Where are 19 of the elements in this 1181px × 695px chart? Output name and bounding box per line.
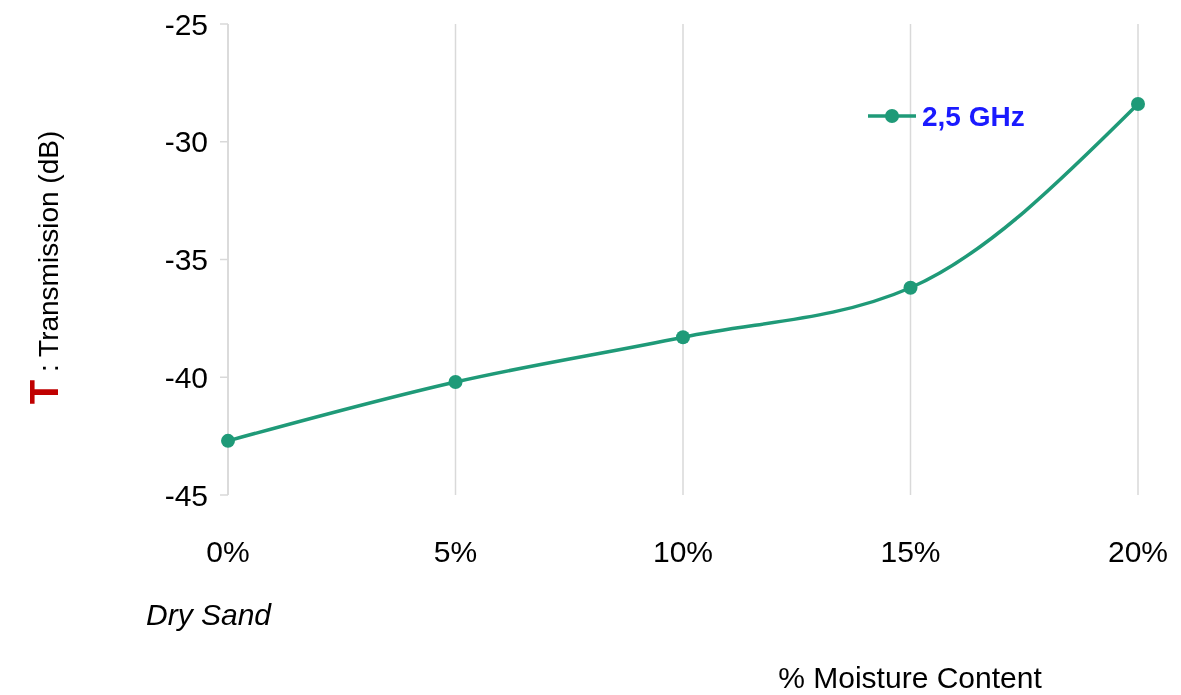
x-tick-label: 0% <box>206 535 250 568</box>
point <box>1131 97 1145 112</box>
y-tick-label: -40 <box>164 360 208 394</box>
text: Dry Sand <box>146 598 273 631</box>
x-axis-title: % Moisture Content <box>778 661 1043 694</box>
point <box>676 330 690 345</box>
y-tick-label: -45 <box>164 478 208 512</box>
y-axis-title: T : Transmission (dB) <box>22 130 66 405</box>
x-tick-label: 20% <box>1107 535 1169 568</box>
x-tick-label: 5% <box>433 535 478 568</box>
x-tick-label: 15% <box>880 535 941 568</box>
point <box>221 433 235 448</box>
x-tick-label: 10% <box>652 535 714 568</box>
y-tick-label: -25 <box>164 7 208 41</box>
point <box>903 280 918 295</box>
point <box>448 374 463 389</box>
y-tick-label: -30 <box>164 125 208 159</box>
y-tick-label: -35 <box>164 243 208 276</box>
legend-label: 2,5 GHz <box>922 100 1025 132</box>
